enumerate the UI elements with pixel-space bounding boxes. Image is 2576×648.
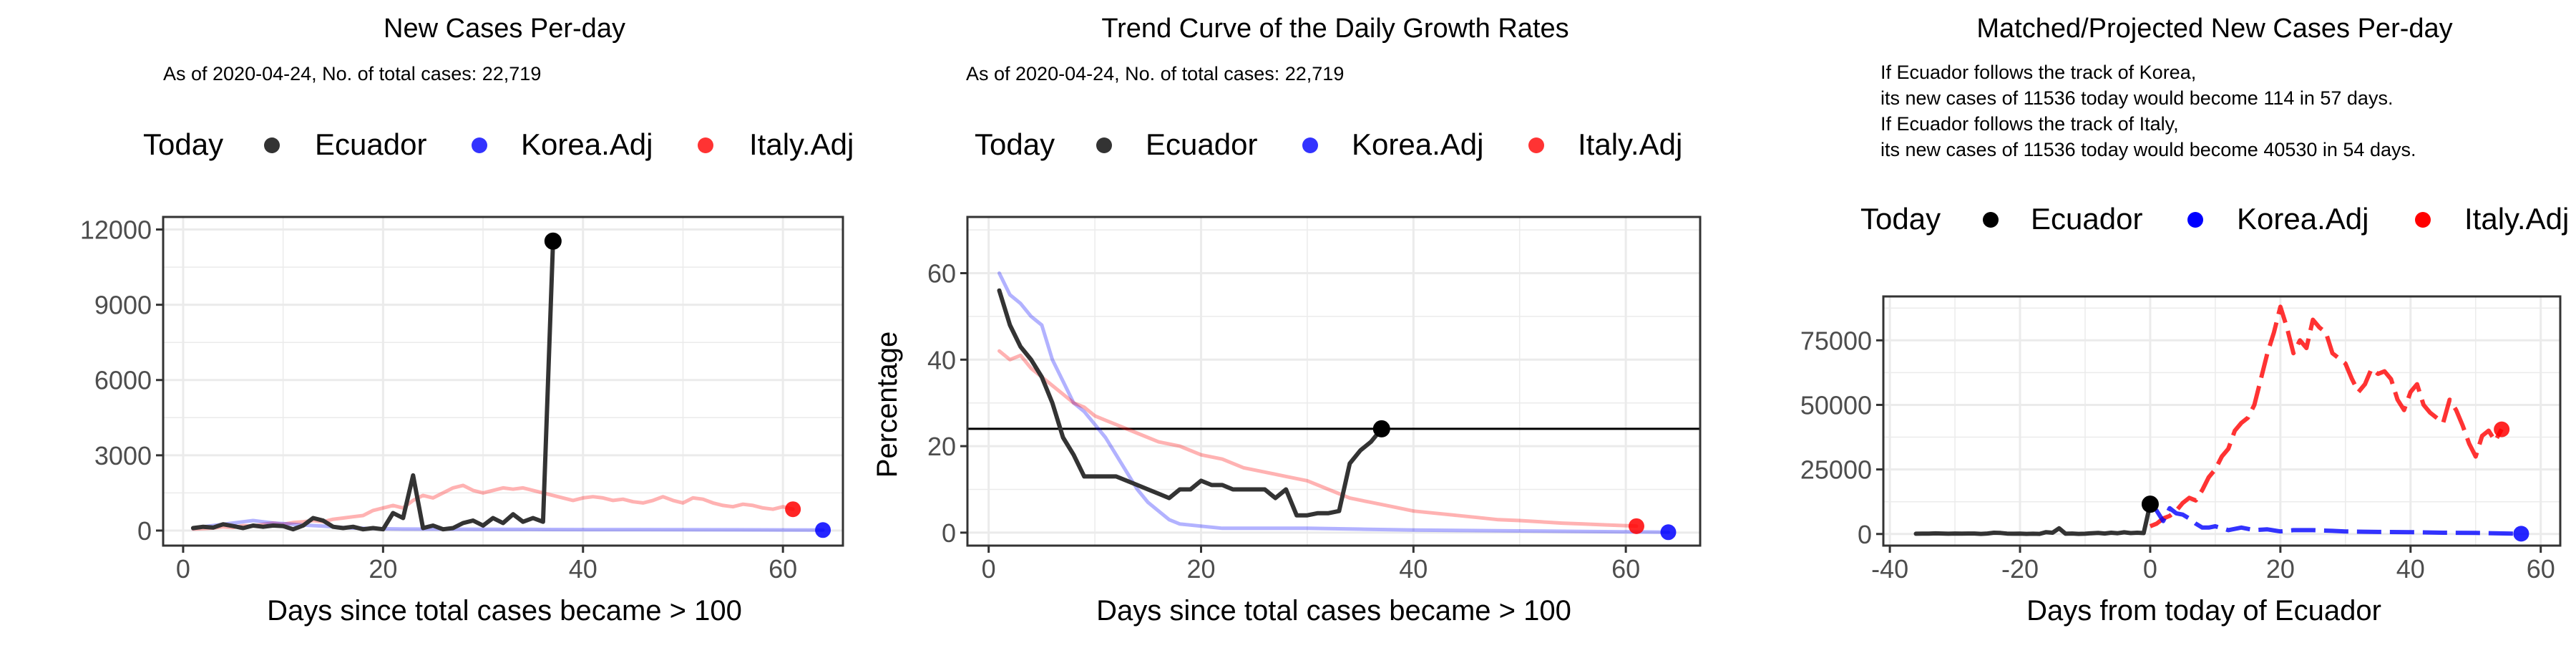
- x-axis-label: Days from today of Ecuador: [2026, 595, 2381, 627]
- panel-new-cases: New Cases Per-day As of 2020-04-24, No. …: [80, 14, 854, 627]
- today-point-italy-adj: [1628, 518, 1644, 534]
- legend-label-korea: Korea.Adj: [2237, 202, 2368, 236]
- x-tick-label: 60: [1611, 554, 1640, 584]
- series-line-ecuador: [190, 238, 555, 532]
- legend-key-italy: [1528, 137, 1544, 153]
- legend-title: Today: [975, 127, 1055, 161]
- legend-title: Today: [143, 127, 223, 161]
- today-point-ecuador: [2141, 495, 2159, 513]
- y-tick-label: 3000: [94, 441, 152, 470]
- series-line-korea-adj: [2148, 503, 2522, 536]
- legend-key-italy: [2415, 212, 2431, 228]
- legend-key-korea: [472, 137, 487, 153]
- legend-key-italy: [698, 137, 713, 153]
- legend: Today Ecuador Korea.Adj Italy.Adj: [143, 127, 854, 161]
- legend: Today Ecuador Korea.Adj Italy.Adj: [975, 127, 1682, 161]
- series-line-korea-adj: [997, 271, 1670, 534]
- plot-area: 0 20 40 60 0 20 40 60: [927, 216, 1702, 584]
- x-tick-label: -20: [2001, 554, 2039, 584]
- y-tick-label: 50000: [1800, 390, 1872, 420]
- legend-label-ecuador: Ecuador: [315, 127, 426, 161]
- legend-key-ecuador: [1983, 212, 1999, 228]
- series-line-italy-adj: [191, 483, 795, 531]
- legend-key-korea: [1302, 137, 1318, 153]
- legend-key-ecuador: [264, 137, 280, 153]
- x-tick-label: 40: [569, 554, 597, 584]
- x-axis-label: Days since total cases became > 100: [267, 595, 742, 627]
- today-point-ecuador: [1372, 420, 1390, 437]
- panel-growth-rates: Trend Curve of the Daily Growth Rates As…: [872, 14, 1702, 627]
- legend: Today Ecuador Korea.Adj Italy.Adj: [1860, 202, 2569, 236]
- x-tick-label: 20: [1186, 554, 1215, 584]
- today-point-italy-adj: [2494, 421, 2510, 437]
- plot-area: 0 20 40 60 0 3000 6000 9000 12000: [80, 216, 844, 584]
- x-axis-label: Days since total cases became > 100: [1096, 595, 1571, 627]
- y-tick-label: 20: [927, 432, 956, 461]
- x-tick-label: 0: [176, 554, 190, 584]
- legend-label-italy: Italy.Adj: [749, 127, 854, 161]
- y-tick-label: 75000: [1800, 326, 1872, 355]
- legend-key-korea: [2187, 212, 2203, 228]
- y-tick-label: 25000: [1800, 455, 1872, 485]
- x-tick-label: 20: [2266, 554, 2295, 584]
- x-tick-label: 60: [769, 554, 797, 584]
- x-tick-label: 60: [2527, 554, 2555, 584]
- chart-title: New Cases Per-day: [384, 14, 625, 44]
- series-line-ecuador: [1913, 502, 2152, 536]
- legend-label-italy: Italy.Adj: [1578, 127, 1682, 161]
- chart-subtitle-line-3: If Ecuador follows the track of Italy,: [1880, 113, 2179, 135]
- legend-label-italy: Italy.Adj: [2464, 202, 2569, 236]
- legend-label-ecuador: Ecuador: [1146, 127, 1257, 161]
- chart-subtitle: As of 2020-04-24, No. of total cases: 22…: [966, 63, 1344, 84]
- chart-title: Matched/Projected New Cases Per-day: [1976, 14, 2452, 44]
- x-tick-label: 0: [2143, 554, 2157, 584]
- chart-subtitle: As of 2020-04-24, No. of total cases: 22…: [163, 63, 541, 84]
- y-tick-label: 0: [942, 518, 956, 548]
- y-tick-label: 0: [137, 516, 152, 546]
- today-point-korea-adj: [1660, 524, 1677, 541]
- y-tick-label: 0: [1858, 520, 1872, 549]
- x-tick-label: 0: [982, 554, 996, 584]
- y-tick-label: 6000: [94, 366, 152, 395]
- y-tick-label: 60: [927, 259, 956, 289]
- today-point-italy-adj: [785, 501, 801, 518]
- legend-label-ecuador: Ecuador: [2031, 202, 2142, 236]
- plot-area: -40 -20 0 20 40 60 0 25000 50000 75000: [1800, 295, 2562, 584]
- series-line-ecuador: [997, 288, 1384, 518]
- legend-label-korea: Korea.Adj: [521, 127, 653, 161]
- x-tick-label: 20: [369, 554, 397, 584]
- series-line-italy-adj: [997, 349, 1639, 528]
- today-point-korea-adj: [2513, 526, 2529, 542]
- series-line-italy-adj: [2149, 304, 2504, 528]
- panel-border: [966, 216, 1702, 547]
- chart-title: Trend Curve of the Daily Growth Rates: [1101, 14, 1568, 44]
- y-tick-label: 12000: [80, 216, 152, 245]
- y-axis-label: Percentage: [872, 332, 903, 478]
- y-tick-label: 9000: [94, 291, 152, 320]
- x-tick-label: 40: [2396, 554, 2425, 584]
- chart-subtitle-line-2: its new cases of 11536 today would becom…: [1880, 87, 2393, 109]
- chart-subtitle-line-4: its new cases of 11536 today would becom…: [1880, 139, 2416, 160]
- panel-border: [162, 216, 844, 547]
- y-tick-label: 40: [927, 345, 956, 374]
- legend-title: Today: [1860, 202, 1941, 236]
- legend-label-korea: Korea.Adj: [1352, 127, 1483, 161]
- legend-key-ecuador: [1096, 137, 1112, 153]
- panel-border: [1882, 295, 2562, 547]
- x-tick-label: -40: [1871, 554, 1908, 584]
- chart-subtitle-line-1: If Ecuador follows the track of Korea,: [1880, 62, 2196, 83]
- today-point-korea-adj: [815, 522, 831, 538]
- x-tick-label: 40: [1399, 554, 1428, 584]
- panel-projected: Matched/Projected New Cases Per-day If E…: [1800, 14, 2569, 627]
- today-point-ecuador: [544, 232, 562, 250]
